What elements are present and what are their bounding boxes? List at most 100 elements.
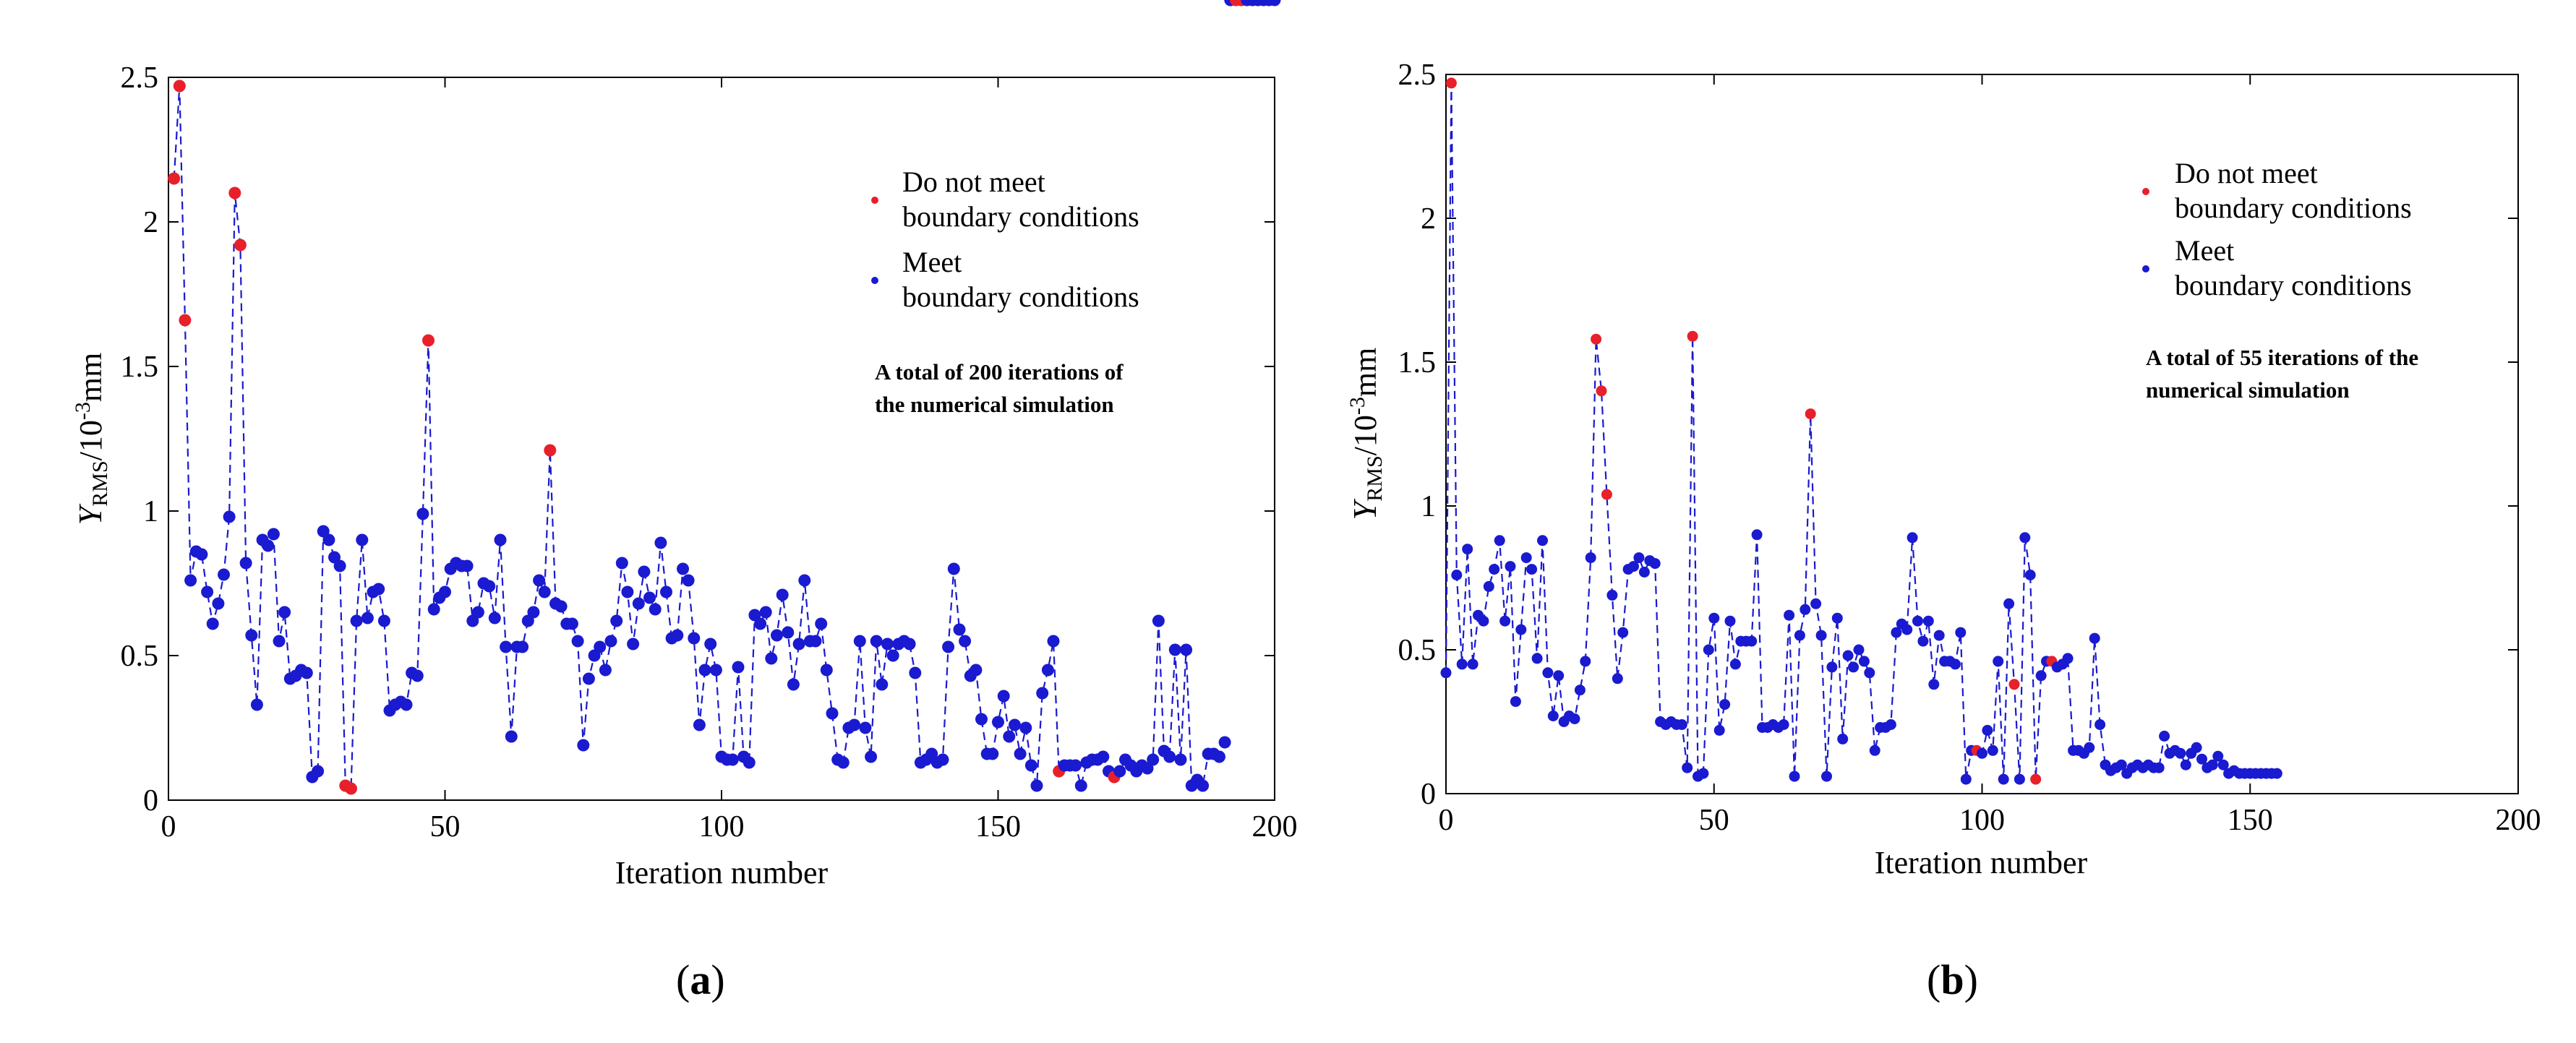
data-point-meet (1483, 580, 1494, 592)
data-point-meet (538, 585, 551, 598)
data-point-meet (1489, 564, 1500, 575)
data-point-meet (1977, 747, 1987, 759)
data-point-meet (527, 606, 540, 619)
data-point-meet (2191, 742, 2202, 753)
data-point-meet (1574, 684, 1586, 696)
data-point-meet (709, 664, 722, 677)
data-point-meet (1649, 558, 1661, 570)
data-point-meet (594, 640, 607, 653)
data-point-meet (798, 574, 811, 587)
chart-b-note-line2: numerical simulation (2146, 377, 2350, 403)
data-point-meet (809, 635, 822, 648)
data-point-meet (903, 638, 916, 651)
chart-b-y-axis-unit-tail: mm (1348, 348, 1383, 397)
data-point-meet (859, 721, 872, 734)
data-point-meet (1113, 765, 1126, 778)
legend-label-fail-line1: Do not meet (2175, 157, 2318, 189)
chart-b-x-tick-label: 0 (1439, 804, 1454, 837)
data-point-fail (179, 314, 192, 327)
data-point-meet (1901, 624, 1913, 635)
data-point-meet (1515, 624, 1527, 635)
data-point-meet (1891, 627, 1902, 638)
data-point-meet (1638, 567, 1650, 578)
data-point-meet (1682, 762, 1693, 773)
chart-b-y-tick-label: 0 (1421, 778, 1436, 811)
chart-a-y-tick-label: 2.5 (121, 61, 159, 95)
data-point-meet (792, 638, 805, 651)
data-point-meet (654, 536, 667, 549)
chart-b-y-tick-label: 1.5 (1398, 346, 1437, 379)
legend-marker-meet (871, 277, 878, 284)
chart-a-y-axis-exponent: -3 (71, 402, 95, 420)
legend-label-fail-line2: boundary conditions (902, 200, 1139, 233)
chart-a-legend: Do not meet boundary conditions Meet bou… (871, 166, 1139, 313)
data-point-meet (2212, 750, 2224, 762)
data-point-meet (372, 583, 385, 596)
data-point-meet (2180, 759, 2191, 771)
data-point-meet (1180, 643, 1193, 656)
data-point-meet (267, 528, 280, 541)
data-point-meet (427, 603, 440, 616)
data-point-fail (1445, 77, 1457, 89)
data-point-meet (1982, 724, 1993, 736)
data-point-meet (2196, 753, 2207, 765)
data-point-meet (471, 606, 484, 619)
chart-b-y-axis-exponent: -3 (1345, 397, 1369, 415)
data-point-meet (1713, 724, 1725, 736)
data-point-meet (1526, 564, 1538, 575)
data-point-meet (1531, 653, 1543, 664)
chart-a-y-axis-unit: /10 (73, 420, 108, 460)
data-point-meet (350, 614, 363, 627)
data-point-meet (936, 753, 949, 766)
data-point-meet (1014, 747, 1027, 760)
data-point-meet (361, 611, 374, 624)
chart-b-y-axis-subscript: RMS (1363, 455, 1387, 501)
data-point-fail (1687, 330, 1698, 342)
data-point-meet (2089, 632, 2100, 644)
data-point-meet (201, 585, 214, 598)
data-point-meet (239, 557, 252, 570)
data-point-meet (942, 640, 955, 653)
data-point-meet (245, 629, 258, 642)
data-point-meet (1024, 759, 1037, 772)
data-point-meet (2175, 747, 2186, 759)
data-point-meet (621, 585, 634, 598)
data-point-meet (377, 614, 390, 627)
data-point-meet (1810, 598, 1822, 609)
chart-b-x-tick-labels: 0 50 100 150 200 (1439, 804, 2541, 837)
data-point-meet (278, 606, 291, 619)
data-point-meet (953, 623, 966, 636)
data-point-meet (273, 635, 286, 648)
chart-a-series-line (173, 85, 1226, 790)
data-point-meet (732, 661, 745, 674)
data-point-meet (2014, 773, 2025, 785)
data-point-meet (782, 626, 795, 639)
data-point-fail (544, 444, 557, 457)
data-point-meet (411, 669, 424, 682)
data-point-meet (1698, 768, 1709, 779)
data-point-meet (1993, 656, 2004, 667)
data-point-meet (416, 507, 429, 520)
data-point-meet (488, 611, 501, 624)
data-point-meet (212, 597, 225, 610)
data-point-meet (1703, 644, 1714, 656)
data-point-meet (1268, 0, 1281, 7)
data-point-meet (2207, 759, 2218, 771)
chart-a-x-tick-label: 50 (430, 810, 461, 844)
data-point-meet (565, 617, 578, 630)
chart-b-series-line (1445, 82, 2277, 780)
data-point-meet (682, 574, 695, 587)
data-point-meet (726, 753, 739, 766)
data-point-meet (1912, 615, 1923, 627)
data-point-meet (643, 591, 656, 604)
data-point-meet (1815, 630, 1827, 641)
data-point-meet (1858, 656, 1870, 667)
data-point-meet (1922, 615, 1934, 627)
data-point-meet (1917, 635, 1929, 647)
data-point-fail (168, 172, 181, 185)
chart-b-points (1440, 77, 2282, 785)
data-point-meet (1928, 679, 1940, 690)
data-point-meet (2271, 768, 2282, 779)
chart-a: 0 50 100 150 200 0 0.5 1 1.5 2 2.5 Itera… (71, 0, 1298, 1003)
data-point-meet (494, 533, 507, 546)
